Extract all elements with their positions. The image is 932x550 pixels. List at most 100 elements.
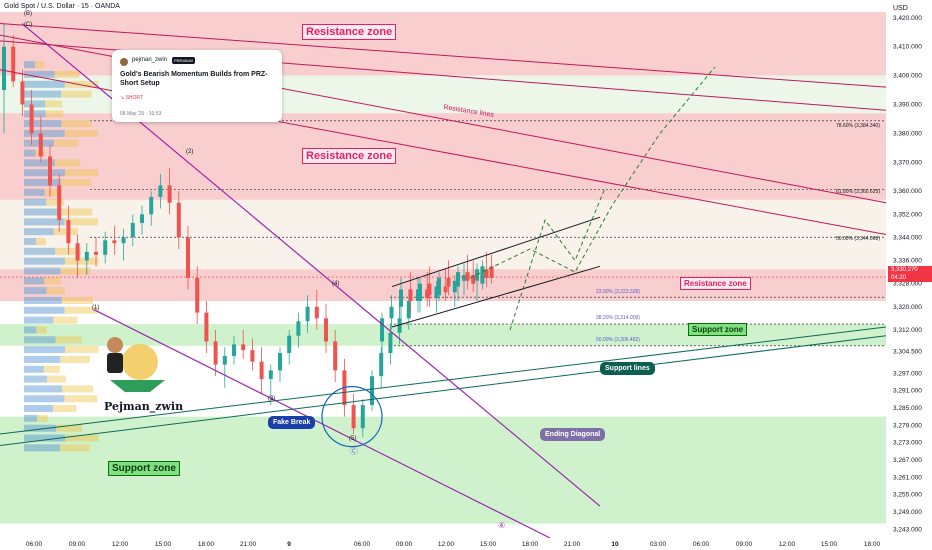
resistance-zone-label-small: Resistance zone	[680, 277, 751, 290]
symbol-header: Gold Spot / U.S. Dollar · 15 · OANDA	[4, 3, 120, 10]
vp-bar-sell-20	[64, 257, 99, 265]
vp-bar-buy-18	[24, 238, 37, 246]
candle-body-31	[287, 335, 292, 354]
fib-618-label: 61.80% (3,360.625)	[836, 189, 880, 195]
vp-bar-sell-16	[64, 218, 98, 226]
candle-body-43	[397, 318, 402, 333]
channel-upper	[391, 216, 601, 288]
candle-body-32	[296, 321, 301, 336]
candle-body-36	[333, 341, 338, 371]
vp-bar-buy-13	[24, 188, 45, 196]
last-price-tag: 3,330.270 04:20	[888, 266, 932, 282]
price-tick-11: 3,320.000	[893, 304, 922, 311]
wave-label-c: (C)	[24, 22, 33, 28]
vp-bar-buy-35	[24, 405, 53, 413]
time-axis-bg	[0, 538, 932, 550]
candle-body-24	[222, 355, 227, 365]
candle-body-23	[213, 341, 218, 365]
candle-body-38	[351, 405, 356, 429]
zone-band-2	[0, 269, 886, 302]
time-tick-11: 18:00	[522, 541, 539, 548]
price-tick-12: 3,312.000	[893, 327, 922, 334]
candle-body-27	[250, 350, 255, 362]
vp-bar-sell-18	[36, 238, 46, 246]
candle-body-4	[38, 133, 43, 157]
price-tick-23: 3,243.000	[893, 526, 922, 533]
vp-bar-buy-26	[24, 316, 54, 324]
vp-bar-buy-38	[24, 434, 66, 442]
price-tick-14: 3,297.000	[893, 370, 922, 377]
right-candle-body-5	[427, 283, 432, 296]
right-candle-body-6	[437, 277, 441, 296]
price-tick-4: 3,380.000	[893, 130, 922, 137]
candle-body-20	[186, 237, 190, 278]
candle-body-29	[268, 370, 273, 380]
author-avatar-body	[107, 353, 123, 373]
ending-diagonal-callout: Ending Diagonal	[540, 428, 606, 441]
price-tick-0: 3,420.000	[893, 15, 922, 22]
price-tick-19: 3,267.000	[893, 457, 922, 464]
vp-bar-sell-11	[64, 169, 99, 177]
candle-body-21	[195, 277, 200, 313]
vp-bar-sell-21	[60, 267, 91, 275]
fake-break-callout: Fake Break	[268, 416, 316, 429]
vp-bar-buy-19	[24, 247, 56, 255]
price-tick-10: 3,328.000	[893, 281, 922, 288]
time-tick-10: 15:00	[480, 541, 497, 548]
vp-bar-sell-23	[46, 287, 66, 295]
vp-bar-buy-9	[24, 149, 36, 157]
vp-bar-sell-25	[64, 306, 98, 314]
idea-title[interactable]: Gold's Bearish Momentum Builds from PRZ-…	[120, 71, 268, 87]
vp-bar-sell-22	[44, 277, 61, 285]
support-zone-label-right: Support zone	[688, 323, 748, 336]
vp-bar-buy-33	[24, 385, 63, 393]
currency-label: USD	[893, 5, 908, 12]
candle-body-2	[20, 81, 25, 105]
time-tick-17: 12:00	[779, 541, 796, 548]
wave-label-2: (2)	[186, 149, 194, 155]
vp-bar-buy-2	[24, 80, 65, 88]
price-tick-7: 3,352.000	[893, 211, 922, 218]
price-tick-6: 3,360.000	[893, 188, 922, 195]
fib-786-label: 78.60% (3,384.340)	[836, 123, 880, 129]
candle-body-46	[425, 289, 430, 299]
price-tick-1: 3,410.000	[893, 44, 922, 51]
support-line-2	[0, 335, 887, 447]
idea-card[interactable]: pejman_zwin PREMIUM Gold's Bearish Momen…	[112, 50, 282, 122]
time-tick-14: 03:00	[650, 541, 667, 548]
zone-band-1	[0, 113, 886, 200]
wave-label-4: (4)	[332, 281, 340, 287]
vp-bar-sell-24	[61, 296, 93, 304]
support-line-1	[0, 326, 887, 435]
candle-body-39	[360, 405, 365, 429]
candle-body-42	[388, 332, 393, 354]
time-tick-19: 18:00	[864, 541, 881, 548]
fib-500b-label: 50.00% (3,306.482)	[596, 337, 640, 343]
vp-bar-sell-32	[47, 375, 66, 383]
vp-bar-sell-26	[53, 316, 78, 324]
author-avatar-head	[107, 337, 123, 353]
gold-nugget-pile	[122, 344, 158, 380]
right-candle-body-11	[484, 269, 489, 278]
author-avatar	[120, 58, 128, 66]
vp-bar-buy-20	[24, 257, 65, 265]
vp-bar-sell-28	[55, 336, 82, 344]
idea-date: 08 May '25 · 16:53	[120, 111, 162, 117]
vp-bar-sell-30	[60, 355, 91, 363]
candle-body-30	[278, 353, 282, 371]
wave-label-5: (5)	[349, 436, 357, 442]
time-tick-3: 15:00	[155, 541, 172, 548]
vp-bar-buy-15	[24, 208, 62, 216]
fib-236-label: 23.60% (3,323.328)	[596, 289, 640, 295]
right-candle-body-4	[418, 283, 422, 302]
time-tick-12: 21:00	[564, 541, 581, 548]
candle-body-53	[489, 266, 494, 278]
candle-body-52	[480, 266, 485, 284]
candle-body-33	[305, 306, 310, 322]
vp-bar-buy-0	[24, 61, 35, 69]
fib-382-label: 38.20% (3,314.009)	[596, 315, 640, 321]
vp-bar-buy-1	[24, 70, 55, 78]
vp-bar-buy-34	[24, 395, 65, 403]
candle-body-12	[112, 240, 117, 244]
